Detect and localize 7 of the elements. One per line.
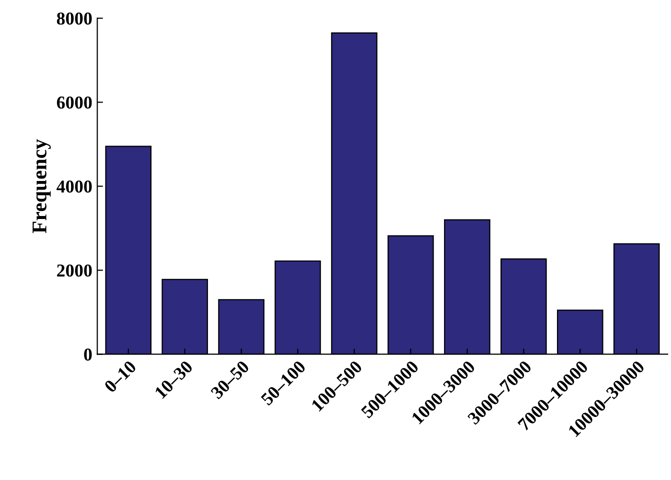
y-tick-label: 2000 — [57, 264, 92, 277]
y-tick-label: 8000 — [56, 12, 92, 25]
y-axis-title: Frequency — [32, 139, 51, 234]
y-tick-label: 0 — [84, 348, 92, 361]
y-tick-label: 6000 — [56, 96, 92, 109]
y-tick-label: 4000 — [56, 180, 92, 193]
x-tick-label: 0–10 — [104, 360, 137, 394]
